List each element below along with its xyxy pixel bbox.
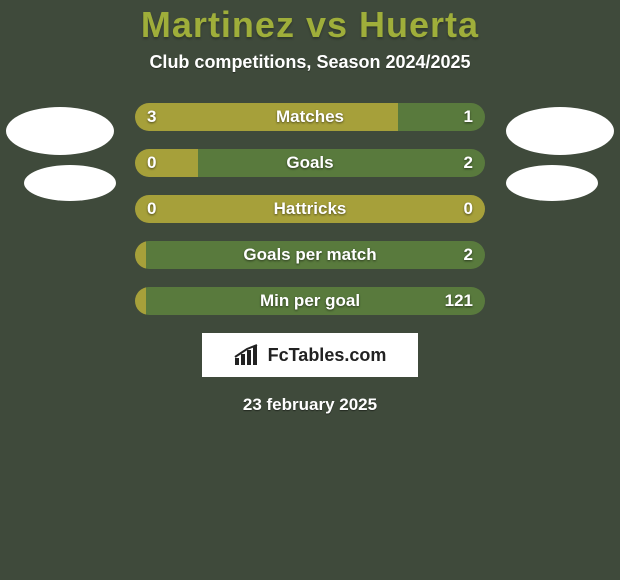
title-vs: vs [306,4,348,45]
brand-text: FcTables.com [268,345,387,366]
title-player-right: Huerta [359,4,479,45]
player-left-photo-1 [6,107,114,155]
stat-bar-left [135,103,398,131]
stat-bar-left [135,149,198,177]
stat-row: Goals02 [135,149,485,177]
brand-chart-icon [234,344,262,366]
stat-bar-left [135,195,485,223]
stat-row: Hattricks00 [135,195,485,223]
stat-bars: Matches31 Goals02 Hattricks00 Goals per mat… [135,103,485,315]
brand-badge: FcTables.com [202,333,418,377]
stat-row: Goals per match2 [135,241,485,269]
comparison-area: Matches31 Goals02 Hattricks00 Goals per mat… [0,103,620,415]
player-right-photo-2 [506,165,598,201]
subtitle: Club competitions, Season 2024/2025 [0,52,620,73]
comparison-card: Martinez vs Huerta Club competitions, Se… [0,0,620,580]
stat-bar-right [146,287,486,315]
player-right-photo-1 [506,107,614,155]
player-left-photo-2 [24,165,116,201]
stat-bar-right [398,103,486,131]
stat-bar-left [135,287,146,315]
page-title: Martinez vs Huerta [0,0,620,46]
footer-date: 23 february 2025 [0,395,620,415]
stat-row: Matches31 [135,103,485,131]
title-player-left: Martinez [141,4,295,45]
stat-bar-right [146,241,486,269]
stat-bar-right [198,149,485,177]
stat-row: Min per goal121 [135,287,485,315]
stat-bar-left [135,241,146,269]
